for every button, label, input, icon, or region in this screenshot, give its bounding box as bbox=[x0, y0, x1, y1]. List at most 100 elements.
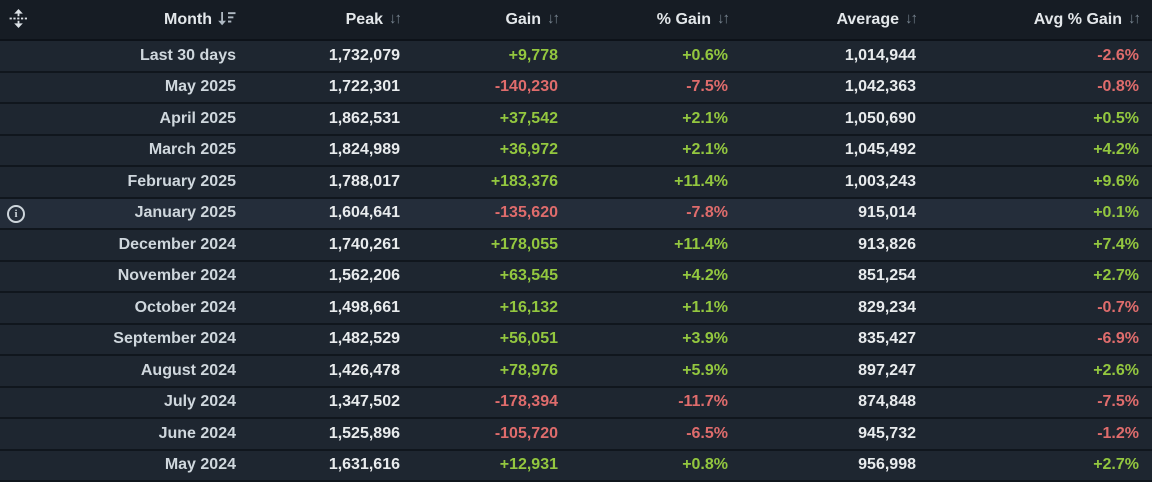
table-body: Last 30 days 1,732,079 +9,778 +0.6% 1,01… bbox=[0, 40, 1152, 482]
avg-gain-pct-cell: +4.2% bbox=[920, 134, 1152, 167]
gain-cell: +9,778 bbox=[404, 40, 562, 73]
month-cell: November 2024 bbox=[40, 260, 240, 293]
avg-gain-pct-cell: +2.7% bbox=[920, 260, 1152, 293]
sort-both-icon: ↓↑ bbox=[717, 9, 730, 27]
row-icon-cell bbox=[0, 323, 40, 356]
month-cell: December 2024 bbox=[40, 229, 240, 262]
sort-descending-icon bbox=[218, 11, 236, 25]
month-cell: May 2025 bbox=[40, 71, 240, 104]
peak-cell: 1,562,206 bbox=[240, 260, 404, 293]
col-header-avg-gain-pct[interactable]: Avg % Gain ↓↑ bbox=[920, 0, 1152, 41]
col-header-average[interactable]: Average ↓↑ bbox=[732, 0, 920, 41]
gain-pct-cell: +5.9% bbox=[562, 355, 732, 388]
gain-pct-cell: +4.2% bbox=[562, 260, 732, 293]
table-row: November 2024 1,562,206 +63,545 +4.2% 85… bbox=[0, 260, 1152, 293]
sort-both-icon: ↓↑ bbox=[547, 9, 560, 27]
info-icon[interactable]: i bbox=[7, 204, 25, 223]
table-row: October 2024 1,498,661 +16,132 +1.1% 829… bbox=[0, 292, 1152, 325]
row-icon-cell bbox=[0, 229, 40, 262]
gain-cell: +78,976 bbox=[404, 355, 562, 388]
move-column-header[interactable] bbox=[0, 0, 40, 41]
gain-cell: +36,972 bbox=[404, 134, 562, 167]
month-cell: September 2024 bbox=[40, 323, 240, 356]
average-cell: 1,014,944 bbox=[732, 40, 920, 73]
month-cell: April 2025 bbox=[40, 103, 240, 136]
col-header-avg-gain-pct-label: Avg % Gain bbox=[1033, 10, 1122, 28]
sort-both-icon: ↓↑ bbox=[389, 9, 402, 27]
gain-pct-cell: -7.8% bbox=[562, 197, 732, 230]
table-row: June 2024 1,525,896 -105,720 -6.5% 945,7… bbox=[0, 418, 1152, 451]
gain-cell: +183,376 bbox=[404, 166, 562, 199]
row-icon-cell bbox=[0, 103, 40, 136]
avg-gain-pct-cell: -0.7% bbox=[920, 292, 1152, 325]
gain-pct-cell: +2.1% bbox=[562, 103, 732, 136]
row-icon-cell bbox=[0, 292, 40, 325]
row-icon-cell: i bbox=[0, 197, 40, 230]
gain-pct-cell: +1.1% bbox=[562, 292, 732, 325]
table-row: May 2025 1,722,301 -140,230 -7.5% 1,042,… bbox=[0, 71, 1152, 104]
peak-cell: 1,347,502 bbox=[240, 386, 404, 419]
gain-pct-cell: +11.4% bbox=[562, 229, 732, 262]
row-icon-cell bbox=[0, 134, 40, 167]
average-cell: 829,234 bbox=[732, 292, 920, 325]
row-icon-cell bbox=[0, 166, 40, 199]
gain-pct-cell: -6.5% bbox=[562, 418, 732, 451]
col-header-peak[interactable]: Peak ↓↑ bbox=[240, 0, 404, 41]
gain-pct-cell: -7.5% bbox=[562, 71, 732, 104]
average-cell: 915,014 bbox=[732, 197, 920, 230]
average-cell: 835,427 bbox=[732, 323, 920, 356]
move-icon[interactable] bbox=[9, 8, 28, 28]
row-icon-cell bbox=[0, 355, 40, 388]
table-row: July 2024 1,347,502 -178,394 -11.7% 874,… bbox=[0, 386, 1152, 419]
gain-cell: -105,720 bbox=[404, 418, 562, 451]
month-cell: June 2024 bbox=[40, 418, 240, 451]
avg-gain-pct-cell: +2.6% bbox=[920, 355, 1152, 388]
table-row: i January 2025 1,604,641 -135,620 -7.8% … bbox=[0, 197, 1152, 230]
peak-cell: 1,604,641 bbox=[240, 197, 404, 230]
gain-cell: +12,931 bbox=[404, 449, 562, 482]
avg-gain-pct-cell: -0.8% bbox=[920, 71, 1152, 104]
table-row: August 2024 1,426,478 +78,976 +5.9% 897,… bbox=[0, 355, 1152, 388]
month-cell: July 2024 bbox=[40, 386, 240, 419]
month-cell: January 2025 bbox=[40, 197, 240, 230]
table-row: February 2025 1,788,017 +183,376 +11.4% … bbox=[0, 166, 1152, 199]
month-cell: August 2024 bbox=[40, 355, 240, 388]
table-row: April 2025 1,862,531 +37,542 +2.1% 1,050… bbox=[0, 103, 1152, 136]
table-row: Last 30 days 1,732,079 +9,778 +0.6% 1,01… bbox=[0, 40, 1152, 73]
col-header-month[interactable]: Month bbox=[40, 0, 240, 41]
peak-cell: 1,498,661 bbox=[240, 292, 404, 325]
col-header-month-label: Month bbox=[164, 10, 212, 28]
avg-gain-pct-cell: +9.6% bbox=[920, 166, 1152, 199]
peak-cell: 1,525,896 bbox=[240, 418, 404, 451]
avg-gain-pct-cell: -2.6% bbox=[920, 40, 1152, 73]
avg-gain-pct-cell: +0.5% bbox=[920, 103, 1152, 136]
gain-cell: +56,051 bbox=[404, 323, 562, 356]
average-cell: 913,826 bbox=[732, 229, 920, 262]
gain-pct-cell: +11.4% bbox=[562, 166, 732, 199]
average-cell: 897,247 bbox=[732, 355, 920, 388]
table-header: Month Peak ↓↑ Gain ↓↑ % Gain ↓↑ bbox=[0, 0, 1152, 41]
row-icon-cell bbox=[0, 40, 40, 73]
peak-cell: 1,631,616 bbox=[240, 449, 404, 482]
col-header-gain[interactable]: Gain ↓↑ bbox=[404, 0, 562, 41]
avg-gain-pct-cell: +7.4% bbox=[920, 229, 1152, 262]
avg-gain-pct-cell: -1.2% bbox=[920, 418, 1152, 451]
col-header-peak-label: Peak bbox=[345, 10, 383, 28]
table-row: December 2024 1,740,261 +178,055 +11.4% … bbox=[0, 229, 1152, 262]
avg-gain-pct-cell: +2.7% bbox=[920, 449, 1152, 482]
average-cell: 945,732 bbox=[732, 418, 920, 451]
col-header-gain-pct-label: % Gain bbox=[656, 10, 711, 28]
month-cell: May 2024 bbox=[40, 449, 240, 482]
average-cell: 1,045,492 bbox=[732, 134, 920, 167]
average-cell: 1,042,363 bbox=[732, 71, 920, 104]
gain-pct-cell: +3.9% bbox=[562, 323, 732, 356]
peak-cell: 1,426,478 bbox=[240, 355, 404, 388]
peak-cell: 1,788,017 bbox=[240, 166, 404, 199]
gain-cell: +16,132 bbox=[404, 292, 562, 325]
avg-gain-pct-cell: -7.5% bbox=[920, 386, 1152, 419]
col-header-gain-pct[interactable]: % Gain ↓↑ bbox=[562, 0, 732, 41]
row-icon-cell bbox=[0, 386, 40, 419]
month-cell: February 2025 bbox=[40, 166, 240, 199]
gain-cell: +63,545 bbox=[404, 260, 562, 293]
